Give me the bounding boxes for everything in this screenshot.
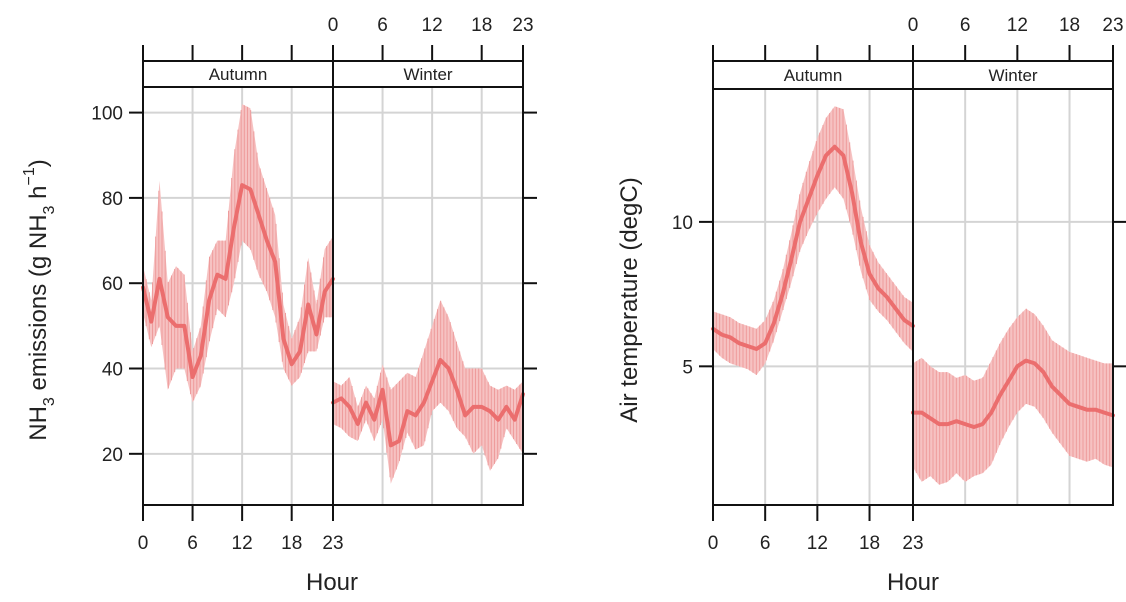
x-tick-label: 0 (138, 533, 149, 554)
x-axis-title: Hour (306, 569, 358, 596)
series-line-autumn (141, 183, 335, 379)
chart-2: Autumn 0 6 12 18 23 Winter 0 6 12 18 23 5 10 Hour Air t… (616, 15, 1126, 596)
strip-label-winter: Winter (403, 65, 452, 84)
x-tick-label: 12 (1007, 15, 1028, 36)
y-axis-title-part: 3 (41, 397, 58, 406)
x-tick-label: 12 (232, 533, 253, 554)
x-tick-label: 0 (908, 15, 919, 36)
x-tick-label: 12 (422, 15, 443, 36)
y-tick-label: 20 (102, 445, 123, 466)
y-axis-title: NH3 emissions (g NH3 h−1) (21, 159, 58, 440)
panel-autumn: Autumn 0 6 12 18 23 (708, 45, 924, 554)
chart-1: Autumn 0 6 12 18 23 Winter 0 6 12 18 23 20 40 60 80 100 H… (21, 15, 537, 596)
x-tick-label: 23 (902, 533, 923, 554)
y-tick-label: 40 (102, 360, 123, 381)
series-line-winter (331, 358, 525, 448)
x-tick-label: 23 (322, 533, 343, 554)
series-line-winter (911, 358, 1115, 429)
strip-box (332, 60, 524, 88)
y-tick-label: 80 (102, 189, 123, 210)
panel-winter: Winter 0 6 12 18 23 (328, 15, 534, 506)
panel-autumn: Autumn 0 6 12 18 23 (138, 45, 344, 554)
x-tick-label: 12 (807, 533, 828, 554)
band-hatching (912, 308, 1114, 485)
x-axis-title: Hour (887, 569, 939, 596)
strip-label-winter: Winter (988, 66, 1037, 85)
series-line-autumn (711, 144, 915, 351)
y-axis-title-part: NH (25, 406, 52, 441)
x-tick-label: 23 (512, 15, 533, 36)
x-tick-label: 18 (1059, 15, 1080, 36)
x-tick-label: 18 (859, 533, 880, 554)
y-axis-title-part: 3 (41, 205, 58, 214)
x-tick-label: 23 (1102, 15, 1123, 36)
x-tick-label: 18 (471, 15, 492, 36)
y-tick-label: 10 (672, 213, 693, 234)
strip-box (712, 60, 914, 90)
y-tick-label: 5 (682, 357, 693, 378)
y-axis-title-part: emissions (g NH (25, 214, 52, 397)
y-tick-label: 100 (91, 104, 123, 125)
strip-label-autumn: Autumn (784, 66, 843, 85)
y-tick-label: 60 (102, 274, 123, 295)
x-tick-label: 18 (281, 533, 302, 554)
y-axis-title-part: h (25, 186, 52, 206)
band-hatching (142, 105, 334, 401)
x-tick-label: 0 (328, 15, 339, 36)
strip-box (142, 60, 334, 88)
strip-label-autumn: Autumn (209, 65, 268, 84)
x-tick-label: 6 (960, 15, 971, 36)
x-tick-label: 0 (708, 533, 719, 554)
y-axis-title-part: ) (25, 159, 52, 167)
y-axis-title: Air temperature (degC) (616, 177, 643, 422)
panel-winter: Winter 0 6 12 18 23 (908, 15, 1124, 506)
strip-box (912, 60, 1114, 90)
x-tick-label: 6 (187, 533, 198, 554)
y-axis-title-part: −1 (21, 167, 38, 185)
band-hatching (712, 106, 914, 375)
x-tick-label: 6 (760, 533, 771, 554)
x-tick-label: 6 (377, 15, 388, 36)
